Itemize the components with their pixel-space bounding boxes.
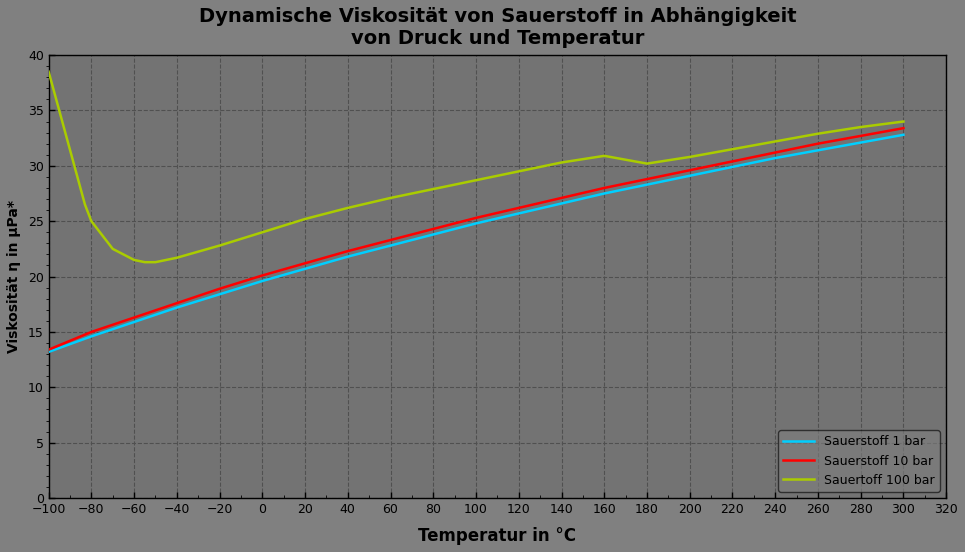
Sauerstoff 10 bar — [855, 132, 867, 139]
Sauerstoff 10 bar — [641, 176, 652, 182]
Y-axis label: Viskosität η in µPa*: Viskosität η in µPa* — [7, 200, 21, 353]
Sauerstoff 1 bar — [641, 181, 652, 188]
Sauertoff 100 bar — [897, 118, 909, 125]
Sauerstoff 10 bar — [769, 149, 781, 156]
Sauerstoff 1 bar — [171, 304, 182, 311]
Sauertoff 100 bar — [214, 242, 226, 249]
Sauertoff 100 bar — [299, 216, 311, 222]
Sauertoff 100 bar — [427, 186, 439, 193]
Sauerstoff 1 bar — [257, 278, 268, 284]
Sauerstoff 10 bar — [171, 300, 182, 306]
Sauertoff 100 bar — [79, 201, 91, 208]
Sauerstoff 1 bar — [342, 253, 353, 260]
Sauerstoff 10 bar — [299, 260, 311, 267]
Sauerstoff 1 bar — [598, 190, 610, 197]
Sauertoff 100 bar — [171, 254, 182, 261]
Sauerstoff 10 bar — [684, 167, 696, 173]
Sauertoff 100 bar — [107, 246, 119, 252]
Sauerstoff 10 bar — [128, 314, 140, 321]
Sauerstoff 1 bar — [769, 155, 781, 161]
Sauertoff 100 bar — [556, 159, 567, 166]
Sauerstoff 1 bar — [513, 210, 525, 217]
Sauertoff 100 bar — [684, 153, 696, 160]
Sauerstoff 1 bar — [727, 163, 738, 170]
Sauerstoff 1 bar — [855, 139, 867, 146]
Sauerstoff 10 bar — [257, 272, 268, 279]
Sauertoff 100 bar — [86, 218, 97, 225]
Sauertoff 100 bar — [855, 124, 867, 130]
Sauerstoff 1 bar — [128, 319, 140, 325]
Sauerstoff 1 bar — [385, 242, 397, 249]
Sauertoff 100 bar — [769, 138, 781, 145]
Sauerstoff 1 bar — [86, 333, 97, 339]
Sauerstoff 10 bar — [727, 158, 738, 164]
Sauertoff 100 bar — [150, 259, 161, 266]
Sauertoff 100 bar — [513, 168, 525, 174]
Sauerstoff 1 bar — [813, 147, 824, 153]
Sauertoff 100 bar — [813, 130, 824, 137]
Sauerstoff 1 bar — [897, 131, 909, 138]
Sauerstoff 10 bar — [427, 226, 439, 232]
Sauertoff 100 bar — [470, 177, 482, 183]
Sauerstoff 1 bar — [684, 172, 696, 179]
Sauerstoff 10 bar — [598, 185, 610, 192]
Sauertoff 100 bar — [598, 152, 610, 159]
Sauerstoff 10 bar — [513, 205, 525, 211]
Sauerstoff 1 bar — [556, 200, 567, 207]
Sauertoff 100 bar — [42, 68, 54, 75]
Sauerstoff 10 bar — [385, 237, 397, 243]
Sauerstoff 10 bar — [556, 195, 567, 201]
Sauertoff 100 bar — [727, 146, 738, 152]
Sauerstoff 10 bar — [897, 125, 909, 131]
Sauerstoff 10 bar — [86, 328, 97, 335]
Sauerstoff 1 bar — [42, 348, 54, 355]
Sauerstoff 1 bar — [427, 231, 439, 238]
Sauertoff 100 bar — [257, 229, 268, 236]
Sauertoff 100 bar — [139, 259, 151, 266]
Sauerstoff 10 bar — [470, 215, 482, 221]
Sauerstoff 10 bar — [42, 346, 54, 353]
Sauerstoff 10 bar — [342, 248, 353, 254]
Sauertoff 100 bar — [128, 257, 140, 263]
Line: Sauerstoff 10 bar: Sauerstoff 10 bar — [48, 128, 903, 349]
Title: Dynamische Viskosität von Sauerstoff in Abhängigkeit
von Druck und Temperatur: Dynamische Viskosität von Sauerstoff in … — [199, 7, 796, 48]
Sauerstoff 10 bar — [813, 140, 824, 147]
Sauerstoff 1 bar — [299, 266, 311, 272]
Sauerstoff 10 bar — [214, 285, 226, 292]
Line: Sauerstoff 1 bar: Sauerstoff 1 bar — [48, 135, 903, 352]
X-axis label: Temperatur in °C: Temperatur in °C — [419, 527, 576, 545]
Legend: Sauerstoff 1 bar, Sauerstoff 10 bar, Sauertoff 100 bar: Sauerstoff 1 bar, Sauerstoff 10 bar, Sau… — [778, 431, 940, 492]
Line: Sauertoff 100 bar: Sauertoff 100 bar — [48, 72, 903, 262]
Sauertoff 100 bar — [641, 160, 652, 167]
Sauerstoff 1 bar — [470, 220, 482, 227]
Sauertoff 100 bar — [342, 205, 353, 211]
Sauertoff 100 bar — [385, 195, 397, 201]
Sauerstoff 1 bar — [214, 291, 226, 298]
